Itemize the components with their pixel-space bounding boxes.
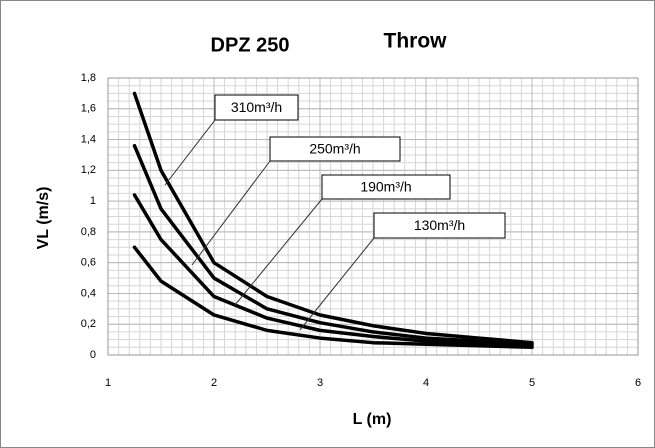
x-tick-label: 2 [211,377,217,389]
legend-label: 250m³/h [309,141,360,157]
y-tick-label: 0,8 [81,226,96,238]
callout-box [373,212,506,239]
callout-box [214,94,299,121]
y-tick-label: 0 [90,349,96,361]
chart-title: DPZ 250 [211,34,290,56]
x-tick-label: 6 [635,377,641,389]
y-tick-label: 0,2 [81,318,96,330]
callout-box [269,136,401,162]
y-tick-label: 1 [90,195,96,207]
y-tick-label: 1,8 [81,72,96,84]
x-axis-label: L (m) [353,411,392,428]
x-tick-label: 1 [105,377,111,389]
legend-label: 310m³/h [231,99,282,115]
x-tick-label: 5 [529,377,535,389]
callout-leader [234,198,323,306]
callout-leader [164,119,216,186]
legend-label: 130m³/h [414,217,465,233]
y-tick-label: 0,4 [81,287,96,299]
y-tick-label: 1,4 [81,133,96,145]
series-line [132,143,534,346]
y-tick-label: 1,6 [81,103,96,115]
series-line [132,193,534,348]
y-axis-label: VL (m/s) [35,187,52,250]
plot-frame [107,77,639,356]
series-line [132,245,534,350]
chart-subtitle: Throw [384,30,448,53]
y-tick-label: 0,6 [81,257,96,269]
callout-leader [191,160,271,266]
series-line [132,91,534,345]
legend-label: 190m³/h [360,179,411,195]
y-tick-label: 1,2 [81,164,96,176]
x-tick-label: 4 [423,377,429,389]
x-tick-label: 3 [317,377,323,389]
callout-leader [299,237,375,331]
callout-box [321,174,451,200]
